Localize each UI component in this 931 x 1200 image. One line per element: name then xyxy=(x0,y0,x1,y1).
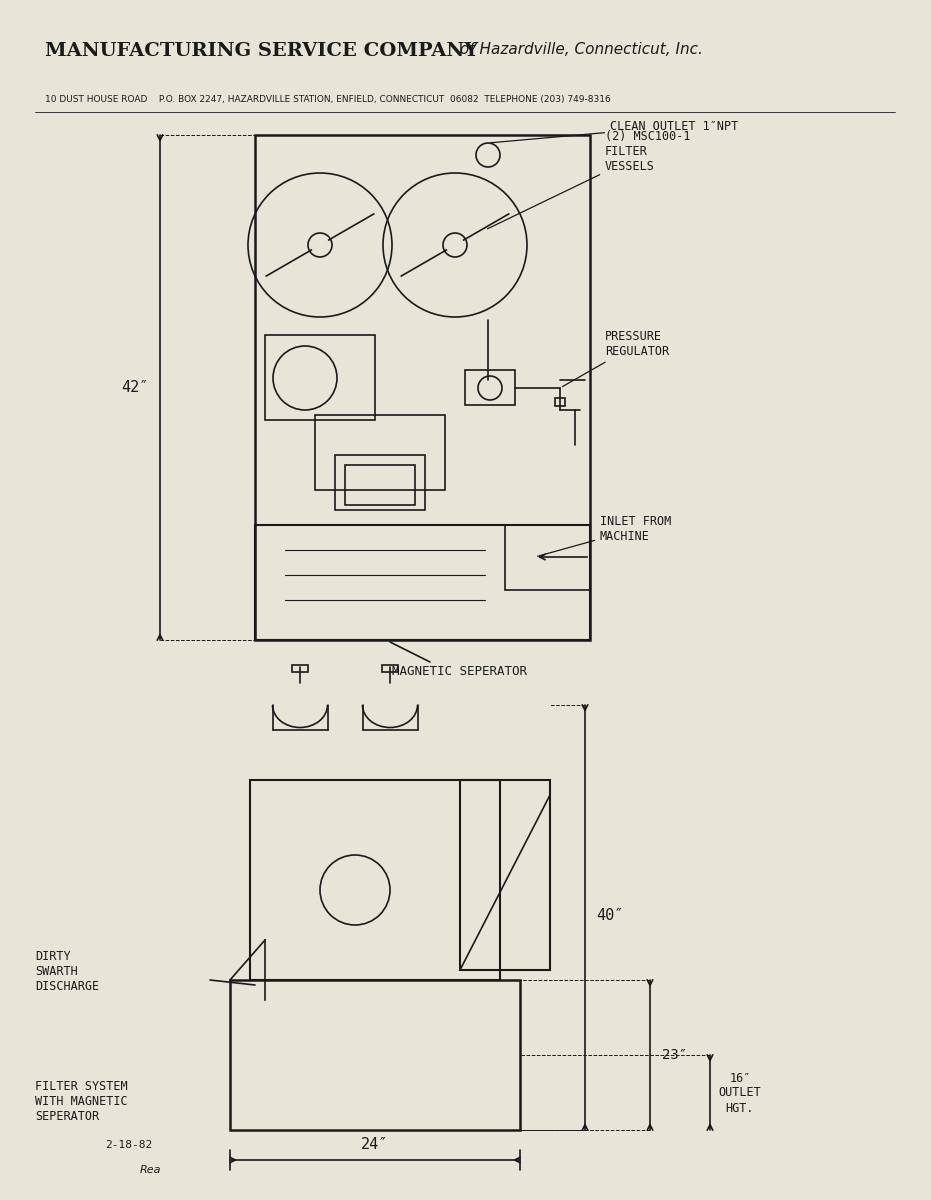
Text: CLEAN OUTLET 1″NPT: CLEAN OUTLET 1″NPT xyxy=(491,120,738,143)
Text: 42″: 42″ xyxy=(121,380,149,396)
Text: INLET FROM
MACHINE: INLET FROM MACHINE xyxy=(538,515,671,557)
Bar xyxy=(335,455,425,510)
Bar xyxy=(505,526,590,590)
Text: DIRTY
SWARTH
DISCHARGE: DIRTY SWARTH DISCHARGE xyxy=(35,950,99,994)
Bar xyxy=(382,665,398,672)
Text: of Hazardville, Connecticut, Inc.: of Hazardville, Connecticut, Inc. xyxy=(455,42,703,56)
Bar xyxy=(292,665,308,672)
Bar xyxy=(250,780,500,980)
Bar xyxy=(460,780,550,970)
Bar xyxy=(230,980,520,1130)
Bar xyxy=(345,464,415,505)
Text: 23″: 23″ xyxy=(663,1048,688,1062)
Bar xyxy=(265,335,375,420)
Text: PRESSURE
REGULATOR: PRESSURE REGULATOR xyxy=(562,330,669,386)
Bar xyxy=(555,398,565,406)
Text: FILTER SYSTEM
WITH MAGNETIC
SEPERATOR: FILTER SYSTEM WITH MAGNETIC SEPERATOR xyxy=(35,1080,128,1123)
Text: 16″
OUTLET
HGT.: 16″ OUTLET HGT. xyxy=(719,1072,762,1115)
Text: 10 DUST HOUSE ROAD    P.O. BOX 2247, HAZARDVILLE STATION, ENFIELD, CONNECTICUT  : 10 DUST HOUSE ROAD P.O. BOX 2247, HAZARD… xyxy=(45,95,611,104)
Text: 24″: 24″ xyxy=(361,1138,388,1152)
Text: MANUFACTURING SERVICE COMPANY: MANUFACTURING SERVICE COMPANY xyxy=(45,42,479,60)
Bar xyxy=(315,415,445,490)
Bar xyxy=(255,526,590,640)
Text: Rea: Rea xyxy=(140,1165,161,1175)
Bar xyxy=(255,134,590,640)
Bar xyxy=(465,370,515,404)
Text: 2-18-82: 2-18-82 xyxy=(105,1140,153,1150)
Text: (2) MSC100-1
FILTER
VESSELS: (2) MSC100-1 FILTER VESSELS xyxy=(488,130,691,229)
Text: 40″: 40″ xyxy=(597,907,624,923)
Text: MAGNETIC SEPERATOR: MAGNETIC SEPERATOR xyxy=(393,665,528,678)
